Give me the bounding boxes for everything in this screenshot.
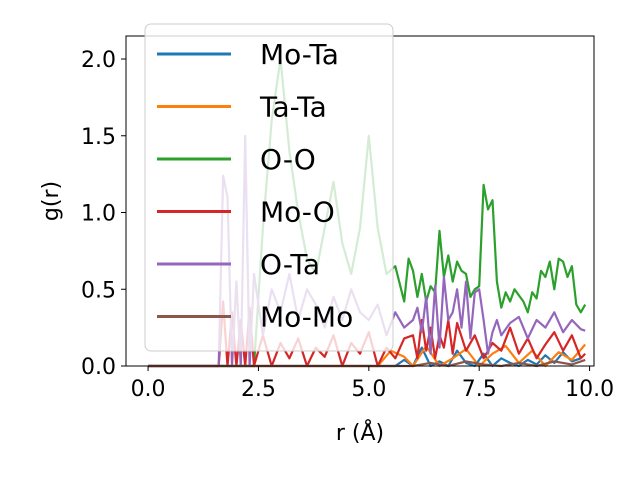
legend: Mo-Ta Ta-Ta O-O Mo-O O-Ta Mo-Mo xyxy=(144,23,394,352)
y-tick-label: 1.5 xyxy=(81,125,116,150)
x-tick-label: 2.5 xyxy=(241,377,276,402)
y-tick-label: 2.0 xyxy=(81,48,116,73)
legend-label: Mo-O xyxy=(260,196,335,229)
legend-label: O-O xyxy=(260,143,316,176)
x-tick-label: 5.0 xyxy=(351,377,386,402)
legend-label: Mo-Mo xyxy=(260,301,353,334)
x-tick-label: 10.0 xyxy=(565,377,614,402)
legend-label: Mo-Ta xyxy=(260,38,339,71)
y-axis: 0.0 0.5 1.0 1.5 2.0 xyxy=(81,48,126,380)
series-line-mo-mo xyxy=(148,358,586,368)
legend-label: O-Ta xyxy=(260,248,320,281)
y-tick-label: 0.0 xyxy=(81,355,116,380)
y-tick-label: 1.0 xyxy=(81,202,116,227)
x-tick-label: 7.5 xyxy=(462,377,497,402)
y-axis-label: g(r) xyxy=(39,181,64,221)
y-tick-label: 0.5 xyxy=(81,278,116,303)
x-tick-label: 0.0 xyxy=(131,377,166,402)
legend-label: Ta-Ta xyxy=(259,91,327,124)
x-axis: 0.0 2.5 5.0 7.5 10.0 xyxy=(131,366,614,402)
x-axis-label: r (Å) xyxy=(336,419,384,446)
